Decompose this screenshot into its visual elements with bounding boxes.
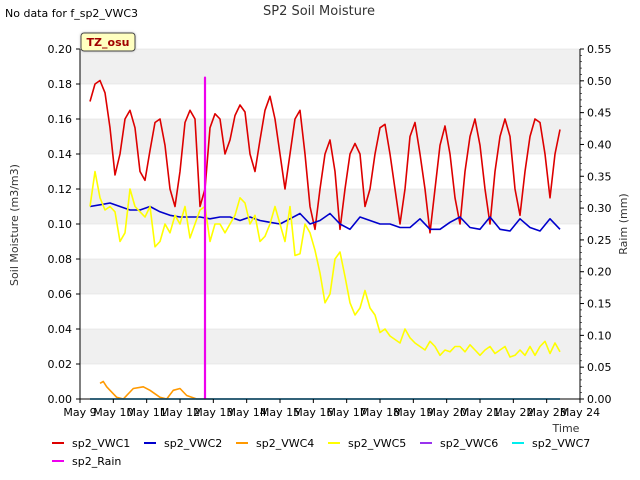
grid-band: [80, 329, 580, 364]
legend-label-sp2_VWC5: sp2_VWC5: [348, 437, 406, 450]
legend-label-sp2_VWC6: sp2_VWC6: [440, 437, 498, 450]
y-tick-label: 0.10: [48, 218, 73, 231]
y2-tick-label: 0.10: [587, 329, 612, 342]
grid-band: [80, 259, 580, 294]
x-tick-label: May 13: [193, 406, 233, 419]
grid-bands: [80, 48, 580, 400]
y2-tick-label: 0.55: [587, 43, 612, 56]
grid-band: [80, 49, 580, 84]
y2-tick-label: 0.40: [587, 138, 612, 151]
y2-tick-label: 0.05: [587, 361, 612, 374]
y-tick-label: 0.12: [48, 183, 73, 196]
y-tick-label: 0.06: [48, 288, 73, 301]
y-tick-label: 0.18: [48, 78, 73, 91]
y2-tick-label: 0.35: [587, 170, 612, 183]
legend-label-sp2_VWC2: sp2_VWC2: [164, 437, 222, 450]
no-data-notice: No data for f_sp2_VWC3: [5, 7, 139, 20]
badge-text: TZ_osu: [87, 36, 130, 49]
x-tick-label: May 14: [227, 406, 267, 419]
series-line-sp2_VWC1: [89, 79, 561, 234]
x-tick-label: May 9: [63, 406, 96, 419]
y-tick-label: 0.08: [48, 253, 73, 266]
site-badge: TZ_osu: [80, 32, 136, 52]
y2-axis-label: Raim (mm): [617, 193, 630, 254]
y2-tick-label: 0.15: [587, 298, 612, 311]
legend-label-sp2_VWC1: sp2_VWC1: [72, 437, 130, 450]
x-tick-label: May 19: [393, 406, 433, 419]
x-tick-label: May 17: [327, 406, 367, 419]
series-line-sp2_VWC4: [99, 380, 214, 400]
y2-tick-label: 0.00: [587, 393, 612, 406]
y-axis-label: Soil Moisture (m3/m3): [8, 164, 21, 286]
legend: sp2_VWC1 sp2_VWC2 sp2_VWC4 sp2_VWC5 sp2_VWC6…: [52, 437, 590, 468]
legend-label-sp2_Rain: sp2_Rain: [72, 455, 121, 468]
y-tick-label: 0.20: [48, 43, 73, 56]
y2-tick-label: 0.20: [587, 266, 612, 279]
x-tick-label: May 20: [427, 406, 467, 419]
x-tick-label: May 24: [560, 406, 600, 419]
x-tick-label: May 16: [293, 406, 333, 419]
y2-tick-label: 0.30: [587, 202, 612, 215]
legend-label-sp2_VWC7: sp2_VWC7: [532, 437, 590, 450]
series-line-sp2_VWC5: [89, 170, 561, 358]
x-tick-label: May 22: [493, 406, 533, 419]
series-line-sp2_VWC2: [89, 202, 561, 232]
badge-box: [80, 32, 136, 52]
y-tick-label: 0.14: [48, 148, 73, 161]
axes: 0.00 0.02 0.04 0.06 0.08 0.10 0.12 0.14 0.16 0.18…: [48, 43, 612, 419]
x-tick-label: May 15: [260, 406, 300, 419]
y-tick-label: 0.02: [48, 358, 73, 371]
y-tick-label: 0.16: [48, 113, 73, 126]
y2-tick-label: 0.25: [587, 234, 612, 247]
y2-tick-label: 0.50: [587, 75, 612, 88]
x-tick-label: May 12: [160, 406, 200, 419]
x-tick-label: May 23: [527, 406, 567, 419]
y-tick-label: 0.04: [48, 323, 73, 336]
legend-label-sp2_VWC4: sp2_VWC4: [256, 437, 314, 450]
x-tick-label: May 21: [460, 406, 500, 419]
x-tick-label: May 18: [360, 406, 400, 419]
chart-title: SP2 Soil Moisture: [263, 4, 375, 19]
x-axis-label: Time: [552, 422, 580, 435]
y2-tick-label: 0.45: [587, 107, 612, 120]
y-tick-label: 0.00: [48, 393, 73, 406]
x-tick-label: May 10: [93, 406, 133, 419]
grid-band: [80, 189, 580, 224]
x-tick-label: May 11: [127, 406, 167, 419]
